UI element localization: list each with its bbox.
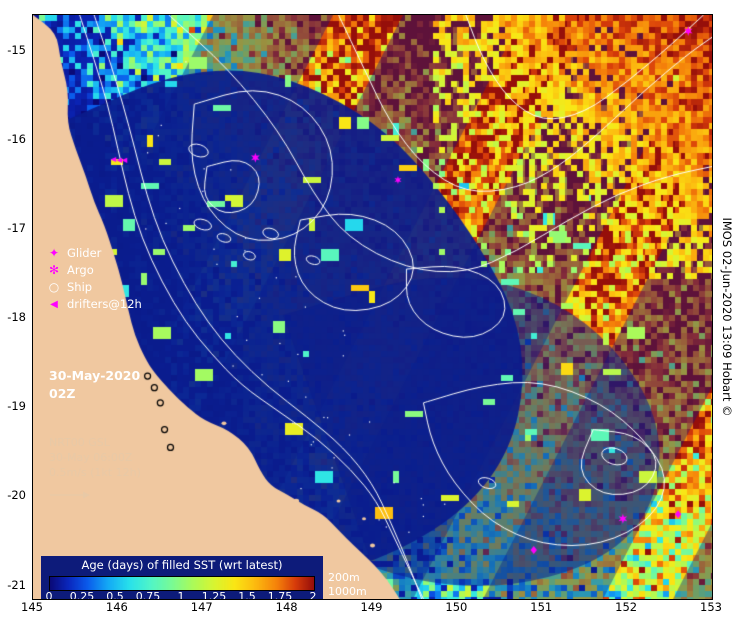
colorbar-gradient xyxy=(49,576,315,591)
legend-item-glider: ✦ Glider xyxy=(43,245,142,262)
contour-depth-key: 200m 1000m xyxy=(328,571,367,599)
colorbar-tick-label: 0.5 xyxy=(106,590,124,600)
x-tick-label: 149 xyxy=(360,600,383,614)
legend-item-argo: ✻ Argo xyxy=(43,262,142,279)
y-tick-label: -19 xyxy=(7,399,26,414)
drifter-icon: ◀ xyxy=(50,299,58,310)
ship-icon: ○ xyxy=(48,280,60,294)
colorbar-tick-label: 1.75 xyxy=(267,590,293,600)
y-tick-label: -18 xyxy=(7,310,26,325)
colorbar-tick-label: 0.75 xyxy=(135,590,161,600)
credit-text: IMOS 02-Jun-2020 13:09 Hobart © xyxy=(720,217,734,417)
sst-age-raster xyxy=(33,15,712,599)
map-plot-area[interactable]: ✦ Glider ✻ Argo ○ Ship ◀ drifters@12h 30… xyxy=(32,14,713,600)
x-tick-label: 146 xyxy=(105,600,128,614)
y-tick-label: -15 xyxy=(7,42,26,57)
contour-key-1000m: 1000m xyxy=(328,585,367,598)
x-tick-label: 153 xyxy=(700,600,722,614)
contour-key-200m: 200m xyxy=(328,571,360,584)
colorbar-tick-label: 0.25 xyxy=(69,590,95,600)
y-tick-label: -16 xyxy=(7,131,26,146)
colorbar-tick-label: 2 xyxy=(309,590,317,600)
y-tick-label: -21 xyxy=(7,577,26,592)
current-info-line-2: 30-May 06:00Z xyxy=(49,451,133,464)
x-tick-label: 147 xyxy=(190,600,213,614)
date-block: 30-May-2020 02Z xyxy=(49,367,140,403)
current-info-line-1: NRT00 GSL xyxy=(49,436,110,449)
x-tick-label: 151 xyxy=(530,600,553,614)
x-tick-label: 152 xyxy=(615,600,638,614)
legend-label-argo: Argo xyxy=(67,263,94,277)
colorbar-ticks: 0 0.25 0.5 0.75 1 1.25 1.5 1.75 2 xyxy=(41,590,323,600)
legend-label-ship: Ship xyxy=(67,280,93,294)
colorbar-title: Age (days) of filled SST (wrt latest) xyxy=(81,558,283,572)
legend-label-glider: Glider xyxy=(67,246,102,260)
colorbar-tick-label: 1.25 xyxy=(201,590,227,600)
colorbar-tick-label: 0 xyxy=(45,590,53,600)
legend-item-drifters: ◀ drifters@12h xyxy=(43,296,142,313)
legend-item-ship: ○ Ship xyxy=(43,279,142,296)
y-tick-label: -17 xyxy=(7,220,26,235)
current-info-line-3: 0.5m/s (1kt 12h) xyxy=(49,466,141,479)
x-tick-label: 148 xyxy=(275,600,298,614)
current-info-block: NRT00 GSL 30-May 06:00Z 0.5m/s (1kt 12h) xyxy=(49,435,141,480)
current-scale-arrow-icon xyxy=(50,491,90,499)
x-tick-label: 145 xyxy=(21,600,43,614)
glider-icon: ✦ xyxy=(48,246,60,260)
x-tick-label: 150 xyxy=(445,600,468,614)
marker-legend: ✦ Glider ✻ Argo ○ Ship ◀ drifters@12h xyxy=(43,245,142,313)
colorbar-tick-label: 1 xyxy=(177,590,185,600)
credit-sidebar: IMOS 02-Jun-2020 13:09 Hobart © xyxy=(715,0,739,634)
y-tick-label: -20 xyxy=(7,488,26,503)
legend-label-drifters: drifters@12h xyxy=(67,297,142,311)
colorbar-tick-label: 1.5 xyxy=(238,590,256,600)
date-line-1: 30-May-2020 xyxy=(49,368,141,383)
date-line-2: 02Z xyxy=(49,386,76,401)
argo-icon: ✻ xyxy=(48,263,60,277)
